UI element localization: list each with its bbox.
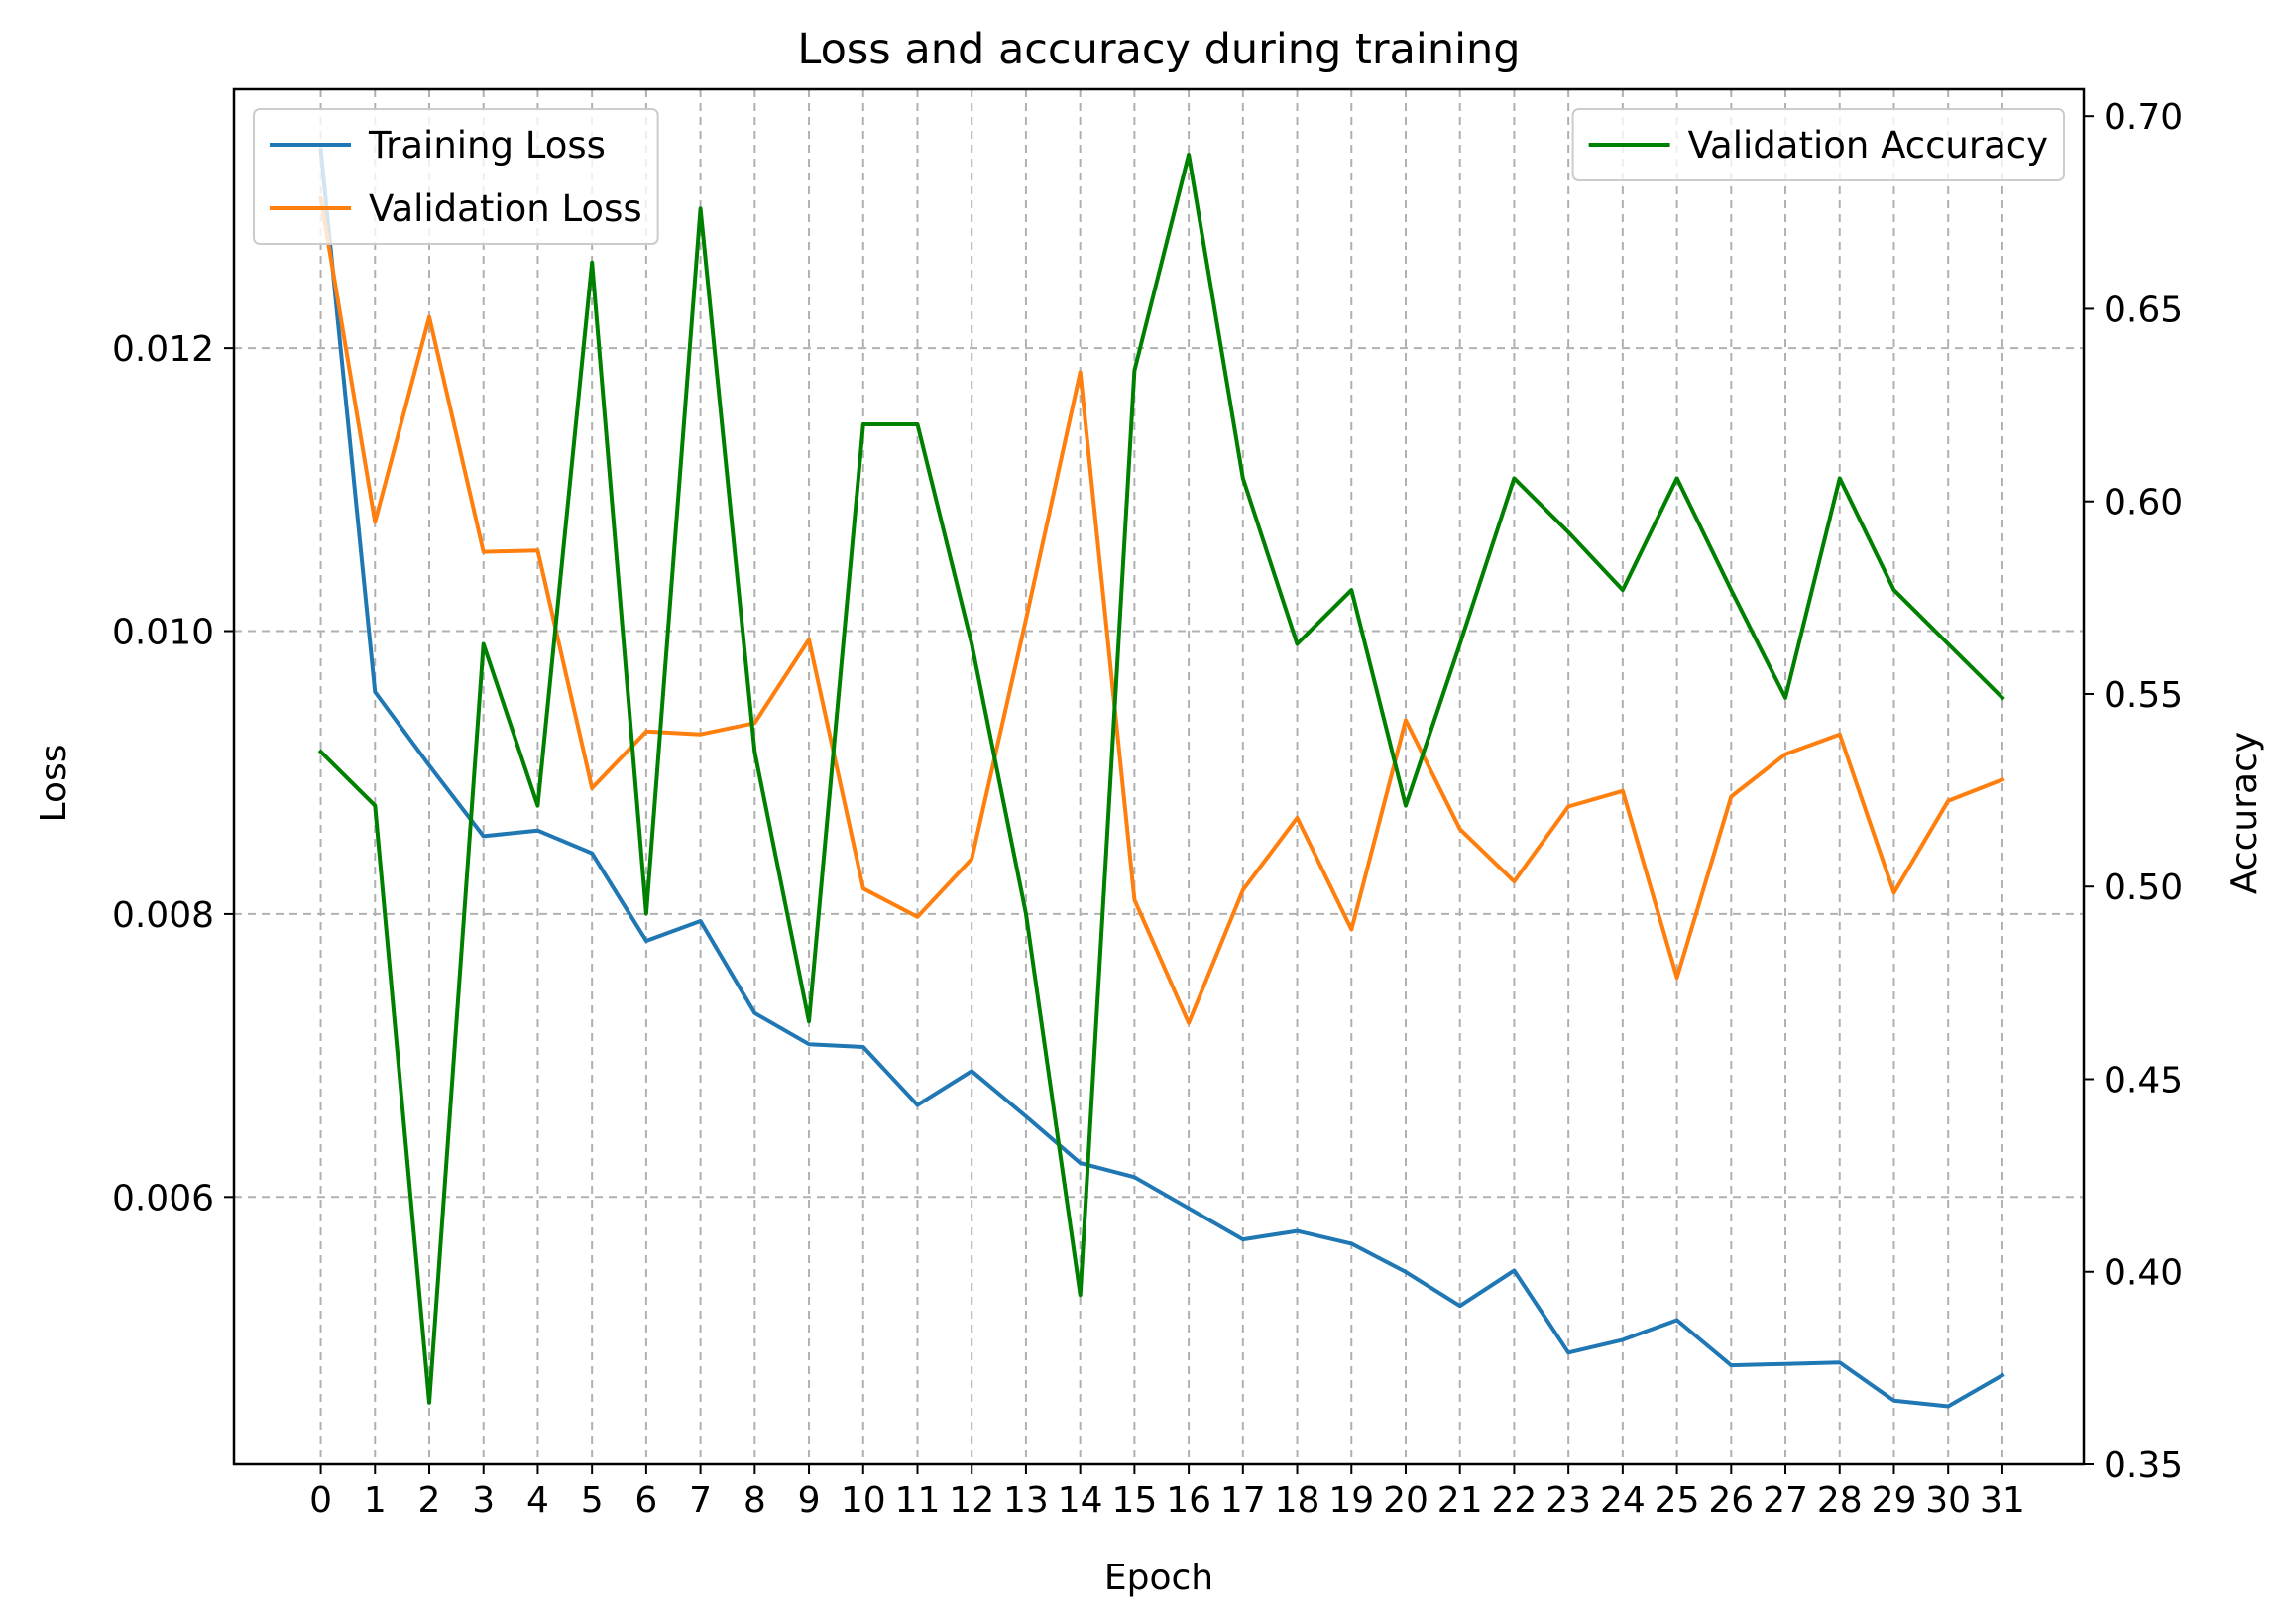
y-tick-label-right: 0.40 bbox=[2104, 1253, 2183, 1294]
legend-box bbox=[1571, 108, 2065, 181]
legend-label-validation-loss: Validation Loss bbox=[369, 187, 642, 230]
y-tick-label-right: 0.70 bbox=[2104, 97, 2183, 138]
x-tick-label: 29 bbox=[1872, 1480, 1917, 1521]
x-tick-label: 4 bbox=[526, 1480, 549, 1521]
x-tick-label: 15 bbox=[1111, 1480, 1157, 1521]
x-tick-label: 31 bbox=[1980, 1480, 2025, 1521]
x-tick-label: 3 bbox=[472, 1480, 495, 1521]
x-tick-label: 0 bbox=[309, 1480, 332, 1521]
y-axis-label-right: Accuracy bbox=[2225, 732, 2265, 894]
series-line-validation-accuracy bbox=[317, 153, 2005, 1405]
x-tick-label: 20 bbox=[1383, 1480, 1429, 1521]
x-tick-label: 9 bbox=[798, 1480, 821, 1521]
y-tick-label-left: 0.010 bbox=[112, 613, 214, 653]
y-tick-label-right: 0.65 bbox=[2104, 290, 2183, 330]
x-tick-label: 1 bbox=[364, 1480, 387, 1521]
x-tick-label: 18 bbox=[1275, 1480, 1320, 1521]
axes-frame bbox=[232, 87, 2086, 1466]
series-line-validation-loss bbox=[318, 195, 2005, 1025]
x-tick-label: 27 bbox=[1763, 1480, 1808, 1521]
x-tick-label: 25 bbox=[1655, 1480, 1700, 1521]
x-tick-label: 6 bbox=[634, 1480, 657, 1521]
y-tick-label-left: 0.008 bbox=[112, 895, 214, 936]
x-tick-label: 13 bbox=[1003, 1480, 1049, 1521]
x-tick-label: 21 bbox=[1437, 1480, 1483, 1521]
x-tick-label: 22 bbox=[1492, 1480, 1538, 1521]
x-tick-label: 23 bbox=[1545, 1480, 1591, 1521]
x-tick-label: 12 bbox=[949, 1480, 994, 1521]
legend-box bbox=[253, 108, 659, 245]
x-tick-label: 14 bbox=[1058, 1480, 1103, 1521]
x-tick-label: 5 bbox=[581, 1480, 604, 1521]
axis-ticks: 0 1 2 3 4 5 6 7 8 9 10 11 12 13 14 15 16 17 18 19 20 21 22 23 24… bbox=[112, 97, 2183, 1521]
x-tick-label: 16 bbox=[1166, 1480, 1211, 1521]
legend-label-training-loss: Training Loss bbox=[368, 124, 606, 167]
y-tick-label-right: 0.45 bbox=[2104, 1060, 2183, 1101]
x-axis-label: Epoch bbox=[1104, 1558, 1213, 1598]
y-tick-label-right: 0.55 bbox=[2104, 675, 2183, 716]
y-axis-label-left: Loss bbox=[34, 745, 74, 823]
chart-title: Loss and accuracy during training bbox=[797, 25, 1520, 74]
x-tick-label: 28 bbox=[1817, 1480, 1863, 1521]
x-tick-label: 17 bbox=[1220, 1480, 1266, 1521]
x-tick-label: 24 bbox=[1600, 1480, 1646, 1521]
y-tick-label-left: 0.012 bbox=[112, 329, 214, 370]
x-tick-label: 19 bbox=[1328, 1480, 1374, 1521]
series-line-training-loss bbox=[318, 148, 2005, 1409]
series-lines bbox=[317, 148, 2005, 1409]
y-tick-label-right: 0.50 bbox=[2104, 868, 2183, 908]
legend-label-validation-accuracy: Validation Accuracy bbox=[1688, 124, 2048, 167]
x-tick-label: 2 bbox=[418, 1480, 441, 1521]
x-tick-label: 30 bbox=[1925, 1480, 1971, 1521]
legend-loss: Training Loss Validation Loss bbox=[253, 108, 659, 245]
x-tick-label: 8 bbox=[743, 1480, 766, 1521]
x-tick-label: 7 bbox=[689, 1480, 712, 1521]
y-tick-label-right: 0.60 bbox=[2104, 483, 2183, 523]
x-tick-label: 10 bbox=[841, 1480, 886, 1521]
y-tick-label-left: 0.006 bbox=[112, 1178, 214, 1218]
x-tick-label: 11 bbox=[895, 1480, 941, 1521]
legend-accuracy: Validation Accuracy bbox=[1571, 108, 2065, 181]
y-tick-label-right: 0.35 bbox=[2104, 1446, 2183, 1486]
x-tick-label: 26 bbox=[1708, 1480, 1754, 1521]
